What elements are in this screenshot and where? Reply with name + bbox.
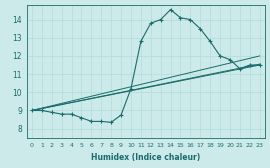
X-axis label: Humidex (Indice chaleur): Humidex (Indice chaleur) — [91, 153, 200, 162]
